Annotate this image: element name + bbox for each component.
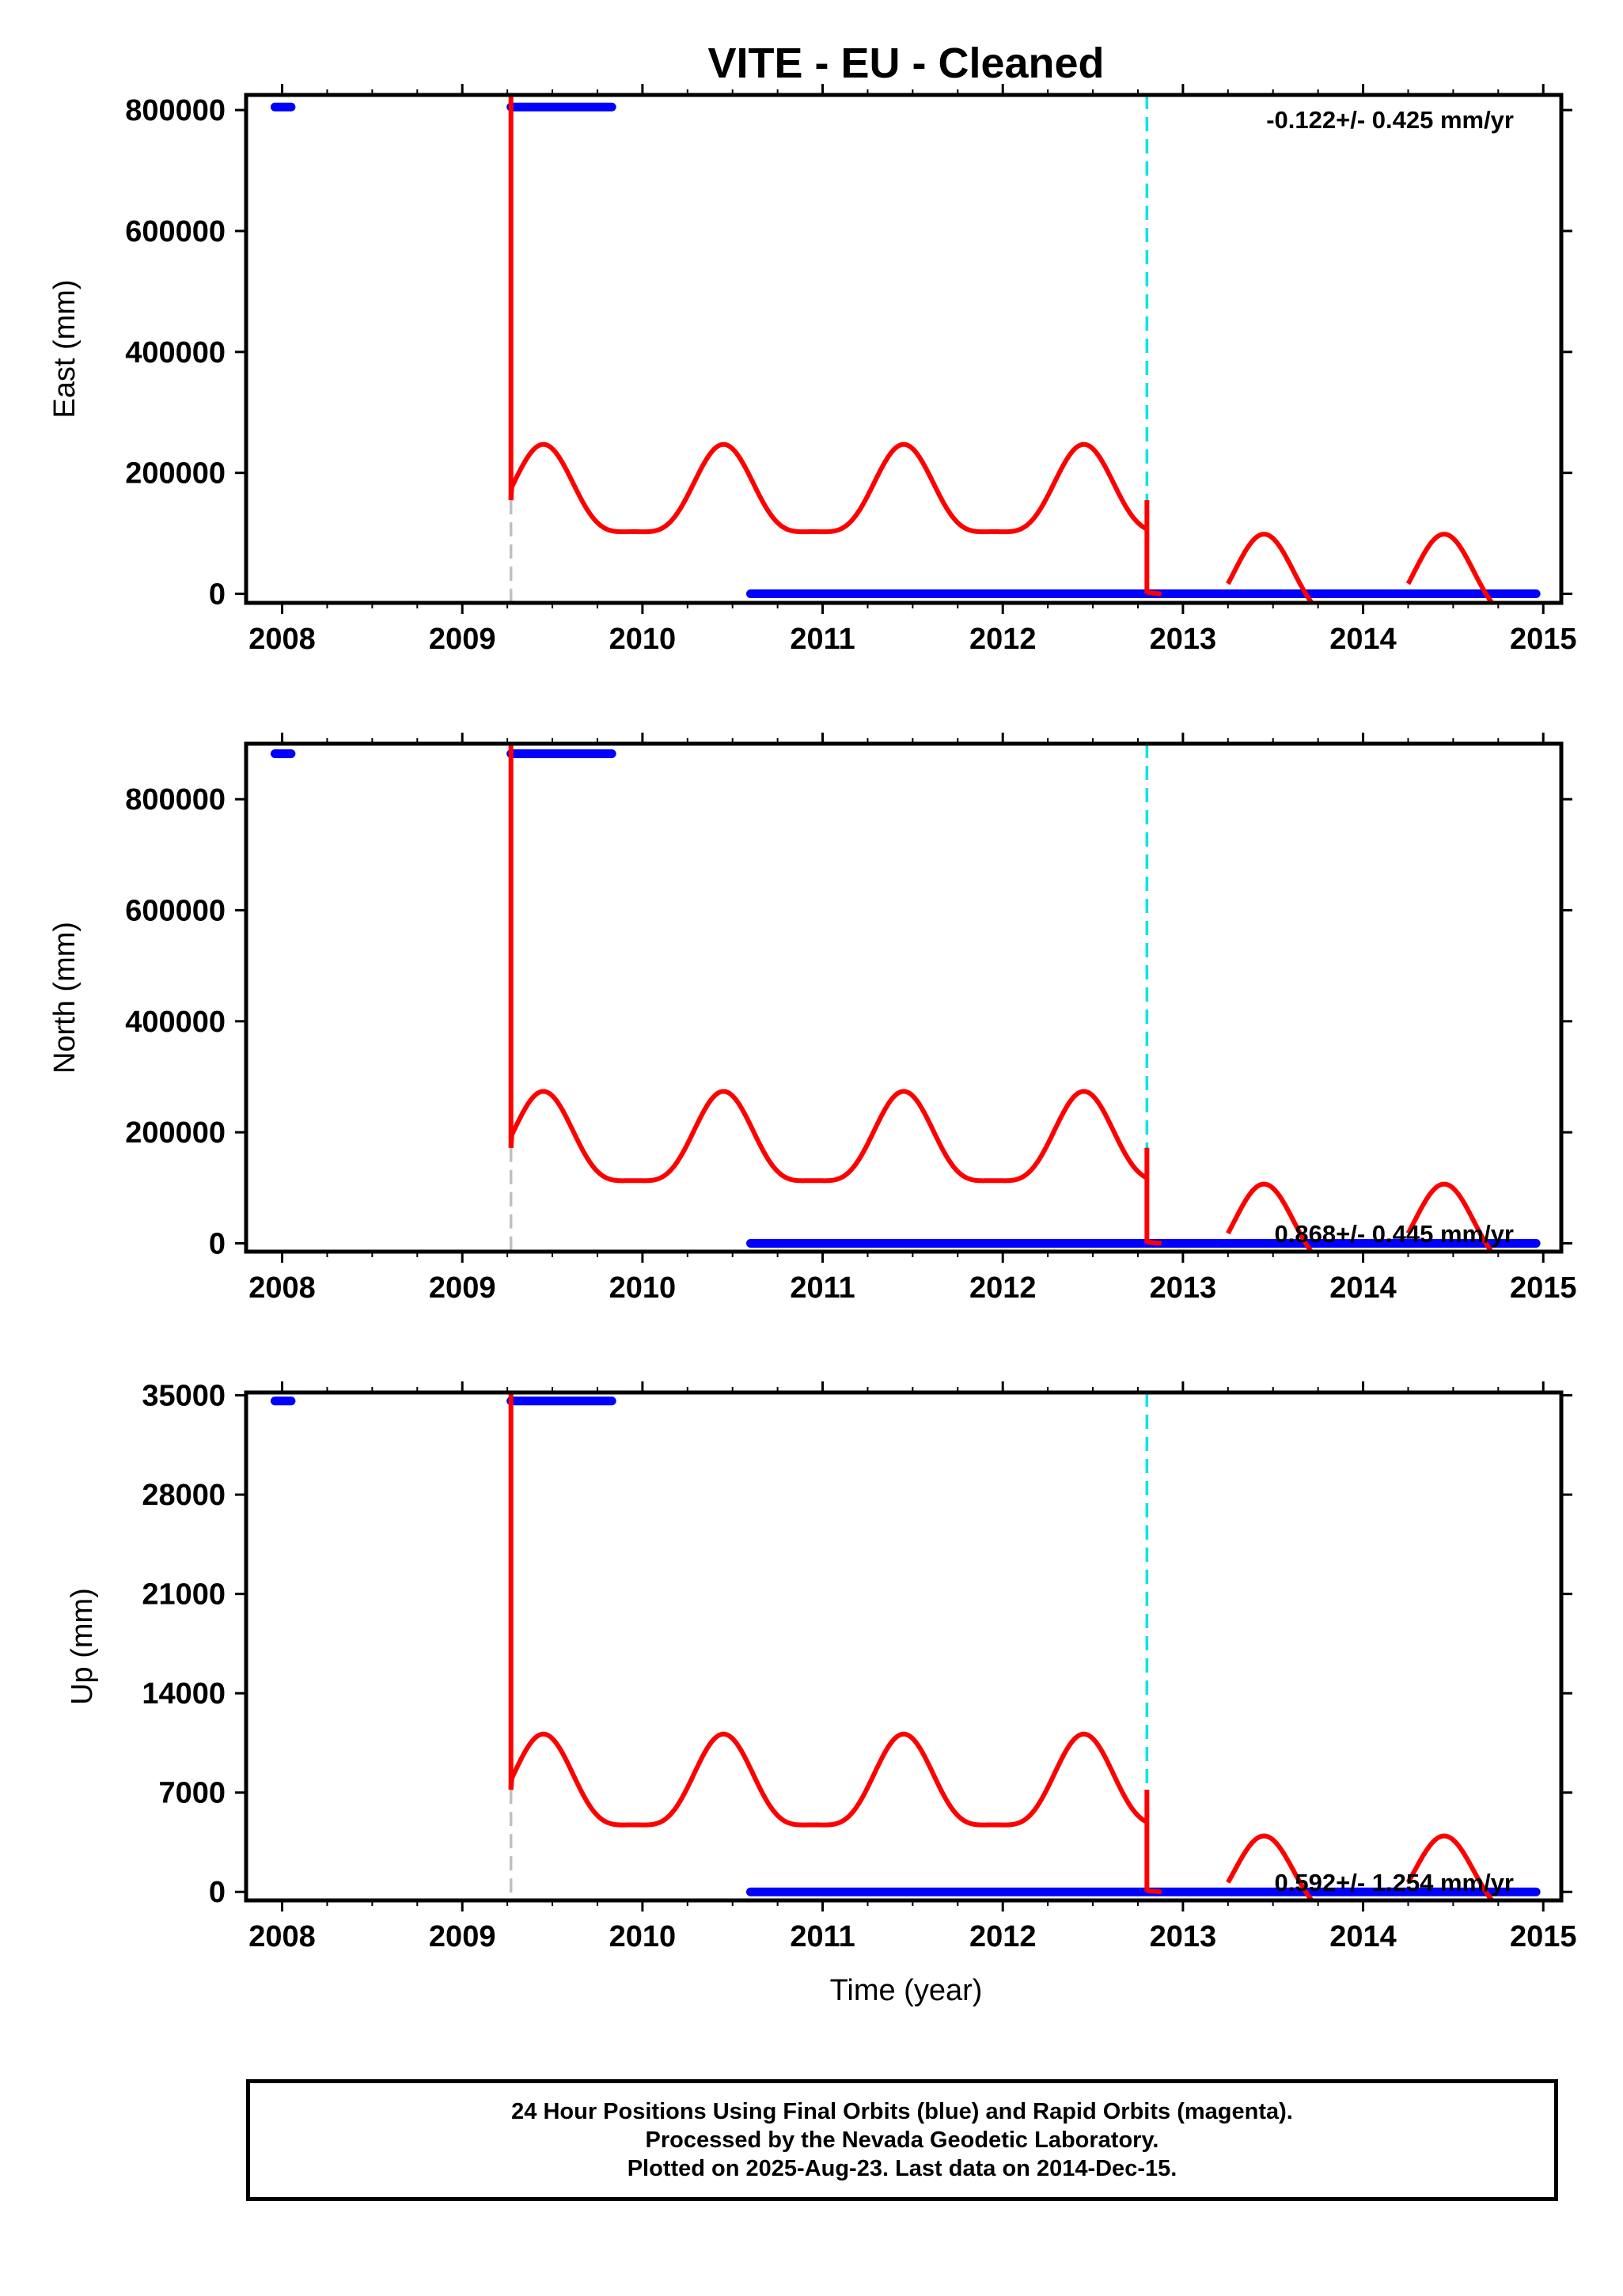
x-tick-label: 2015	[1510, 623, 1577, 656]
x-tick-label: 2014	[1329, 1271, 1397, 1305]
x-tick-label: 2008	[248, 623, 316, 656]
x-tick-label: 2012	[969, 623, 1037, 656]
model-curve	[508, 1731, 1149, 1828]
x-tick-label: 2011	[790, 1271, 855, 1305]
plot-frame	[244, 1390, 1564, 1903]
model-curve	[449, 1348, 502, 1384]
x-tick-label: 2008	[248, 1920, 316, 1953]
panel-1: 2008 2009 2010 2011 2012 2013 2014 2015 0 200000 4…	[48, 58, 1577, 656]
model-curve	[1226, 1181, 1314, 1252]
model-curve	[449, 58, 502, 93]
model-curve	[277, 702, 322, 724]
y-tick-label: 0	[209, 578, 226, 612]
x-tick-label: 2012	[969, 1920, 1037, 1953]
caption-line-3: Plotted on 2025-Aug-23. Last data on 201…	[627, 2156, 1177, 2181]
plot-frame	[244, 93, 1564, 605]
y-tick-label: 35000	[142, 1380, 226, 1413]
x-tick-label: 2011	[790, 623, 855, 656]
plot-frame	[244, 741, 1564, 1254]
y-tick-label: 800000	[125, 783, 226, 816]
model-curve	[1405, 532, 1496, 603]
panel-3: 2008 2009 2010 2011 2012 2013 2014 2015 0 7000 140…	[66, 1348, 1577, 1953]
y-axis-label: North (mm)	[48, 922, 82, 1074]
y-tick-label: 0	[209, 1227, 226, 1260]
y-tick-label: 400000	[125, 1006, 226, 1039]
x-tick-label: 2014	[1329, 623, 1397, 656]
y-tick-label: 0	[209, 1876, 226, 1909]
y-tick-label: 7000	[158, 1777, 226, 1810]
x-tick-label: 2013	[1150, 1271, 1217, 1305]
plot-area	[270, 58, 1541, 603]
x-tick-label: 2011	[790, 1920, 855, 1953]
x-tick-label: 2012	[969, 1271, 1037, 1305]
model-curve	[449, 702, 502, 737]
model-curve	[1226, 532, 1315, 603]
y-tick-label: 21000	[142, 1578, 226, 1612]
x-tick-label: 2009	[429, 1920, 496, 1953]
panel-2: 2008 2009 2010 2011 2012 2013 2014 2015 0 200000 4…	[48, 702, 1577, 1305]
x-tick-label: 2009	[429, 623, 496, 656]
y-tick-label: 28000	[142, 1479, 226, 1512]
x-tick-label: 2010	[609, 1271, 677, 1305]
x-tick-label: 2008	[248, 1271, 316, 1305]
x-tick-label: 2009	[429, 1271, 496, 1305]
y-axis-label: Up (mm)	[66, 1588, 99, 1705]
y-tick-label: 200000	[125, 457, 226, 491]
model-curve	[508, 441, 1149, 535]
rate-text: 0.868+/- 0.445 mm/yr	[1275, 1220, 1514, 1248]
figure-title: VITE - EU - Cleaned	[707, 40, 1104, 87]
y-tick-label: 14000	[142, 1677, 226, 1711]
x-axis-label: Time (year)	[830, 1974, 983, 2007]
x-tick-label: 2010	[609, 623, 677, 656]
model-curve	[1145, 1889, 1163, 1895]
x-tick-label: 2014	[1329, 1920, 1397, 1953]
plot-area	[270, 702, 1541, 1252]
rate-text: 0.592+/- 1.254 mm/yr	[1275, 1869, 1514, 1896]
model-curve	[277, 1348, 322, 1371]
model-curve	[1145, 590, 1163, 597]
model-curve	[1226, 1833, 1315, 1900]
model-curve	[508, 1089, 1149, 1184]
x-tick-label: 2010	[609, 1920, 677, 1953]
caption-box: 24 Hour Positions Using Final Orbits (bl…	[246, 2079, 1558, 2201]
caption-line-1: 24 Hour Positions Using Final Orbits (bl…	[511, 2099, 1293, 2124]
y-tick-label: 600000	[125, 894, 226, 927]
caption-line-2: Processed by the Nevada Geodetic Laborat…	[645, 2127, 1159, 2153]
model-curve	[1405, 1181, 1495, 1252]
plot-area	[270, 1348, 1541, 1900]
model-curve	[1405, 1833, 1496, 1900]
y-tick-label: 200000	[125, 1116, 226, 1150]
y-tick-label: 600000	[125, 215, 226, 248]
x-tick-label: 2013	[1150, 623, 1217, 656]
x-tick-label: 2015	[1510, 1920, 1577, 1953]
x-tick-label: 2013	[1150, 1920, 1217, 1953]
rate-text: -0.122+/- 0.425 mm/yr	[1266, 106, 1514, 134]
y-tick-label: 400000	[125, 336, 226, 369]
model-curve	[1145, 1240, 1163, 1246]
x-tick-label: 2015	[1510, 1271, 1577, 1305]
y-axis-label: East (mm)	[48, 279, 82, 418]
model-curve	[277, 58, 322, 80]
y-tick-label: 800000	[125, 94, 226, 127]
